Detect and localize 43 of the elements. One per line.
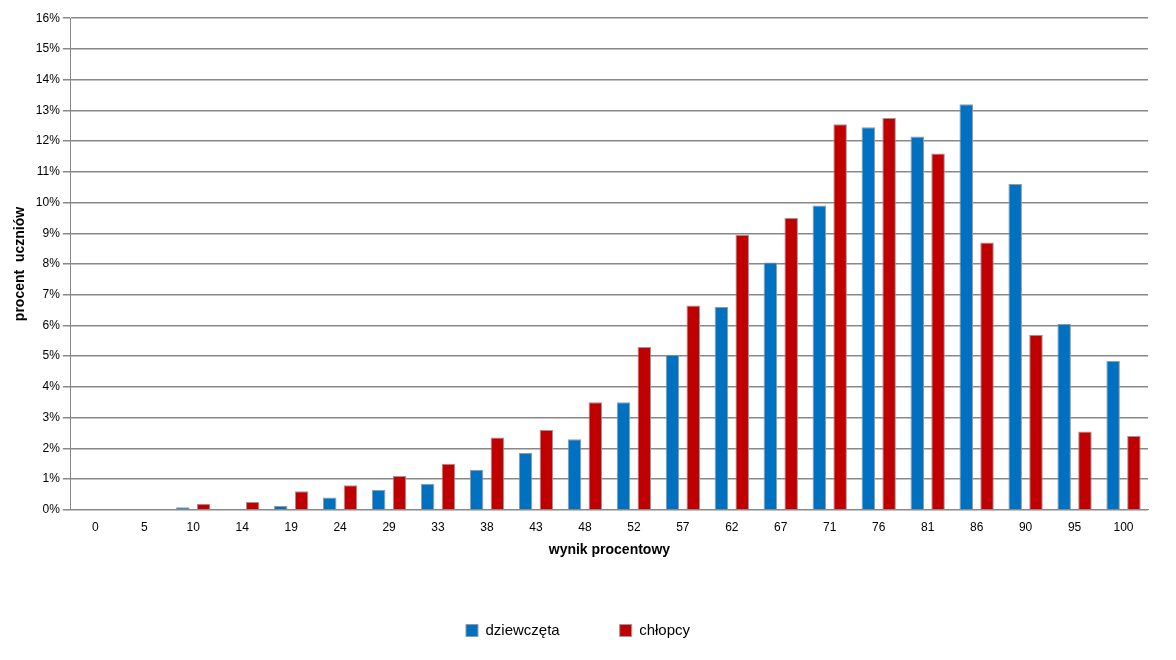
legend-label: dziewczęta <box>485 620 561 638</box>
x-tick-label: 57 <box>676 520 690 535</box>
x-tick-label: 90 <box>1018 520 1033 535</box>
x-tick-label: 14 <box>235 520 250 535</box>
y-tick-label: 14% <box>35 71 61 86</box>
x-tick-label: 81 <box>920 520 935 535</box>
x-tick-label: 24 <box>333 520 348 535</box>
x-tick-label: 10 <box>186 520 201 535</box>
x-tick-label: 43 <box>529 520 543 535</box>
y-tick-label: 12% <box>35 133 61 148</box>
y-tick-label: 9% <box>42 225 61 240</box>
y-tick-label: 0% <box>42 502 61 517</box>
y-tick-label: 8% <box>42 256 61 271</box>
y-tick-label: 5% <box>42 348 61 363</box>
x-tick-label: 62 <box>725 520 739 535</box>
y-axis-title: procent uczniów <box>11 206 28 322</box>
y-tick-label: 16% <box>35 10 61 25</box>
x-tick-label: 29 <box>382 520 397 535</box>
x-tick-label: 71 <box>823 520 837 535</box>
y-tick-label: 15% <box>35 41 61 56</box>
x-tick-label: 95 <box>1067 520 1082 535</box>
x-tick-label: 52 <box>627 520 641 535</box>
x-tick-label: 5 <box>140 520 148 535</box>
x-tick-label: 38 <box>480 520 494 535</box>
x-tick-label: 86 <box>969 520 984 535</box>
x-tick-label: 100 <box>1113 520 1134 535</box>
x-tick-label: 19 <box>284 520 299 535</box>
y-tick-label: 1% <box>42 471 61 486</box>
y-tick-label: 6% <box>42 317 61 332</box>
x-axis-title: wynik procentowy <box>547 541 671 558</box>
x-tick-label: 33 <box>431 520 446 535</box>
x-tick-label: 48 <box>578 520 592 535</box>
y-tick-label: 7% <box>42 287 61 302</box>
y-tick-label: 3% <box>42 409 61 424</box>
x-tick-label: 67 <box>774 520 788 535</box>
y-tick-label: 4% <box>42 379 61 394</box>
x-tick-label: 0 <box>91 520 99 535</box>
y-tick-label: 2% <box>42 440 61 455</box>
legend-label: chłopcy <box>639 620 691 638</box>
y-tick-label: 13% <box>35 102 61 117</box>
y-tick-label: 11% <box>36 164 61 179</box>
y-tick-label: 10% <box>35 194 61 209</box>
x-tick-label: 76 <box>872 520 886 535</box>
